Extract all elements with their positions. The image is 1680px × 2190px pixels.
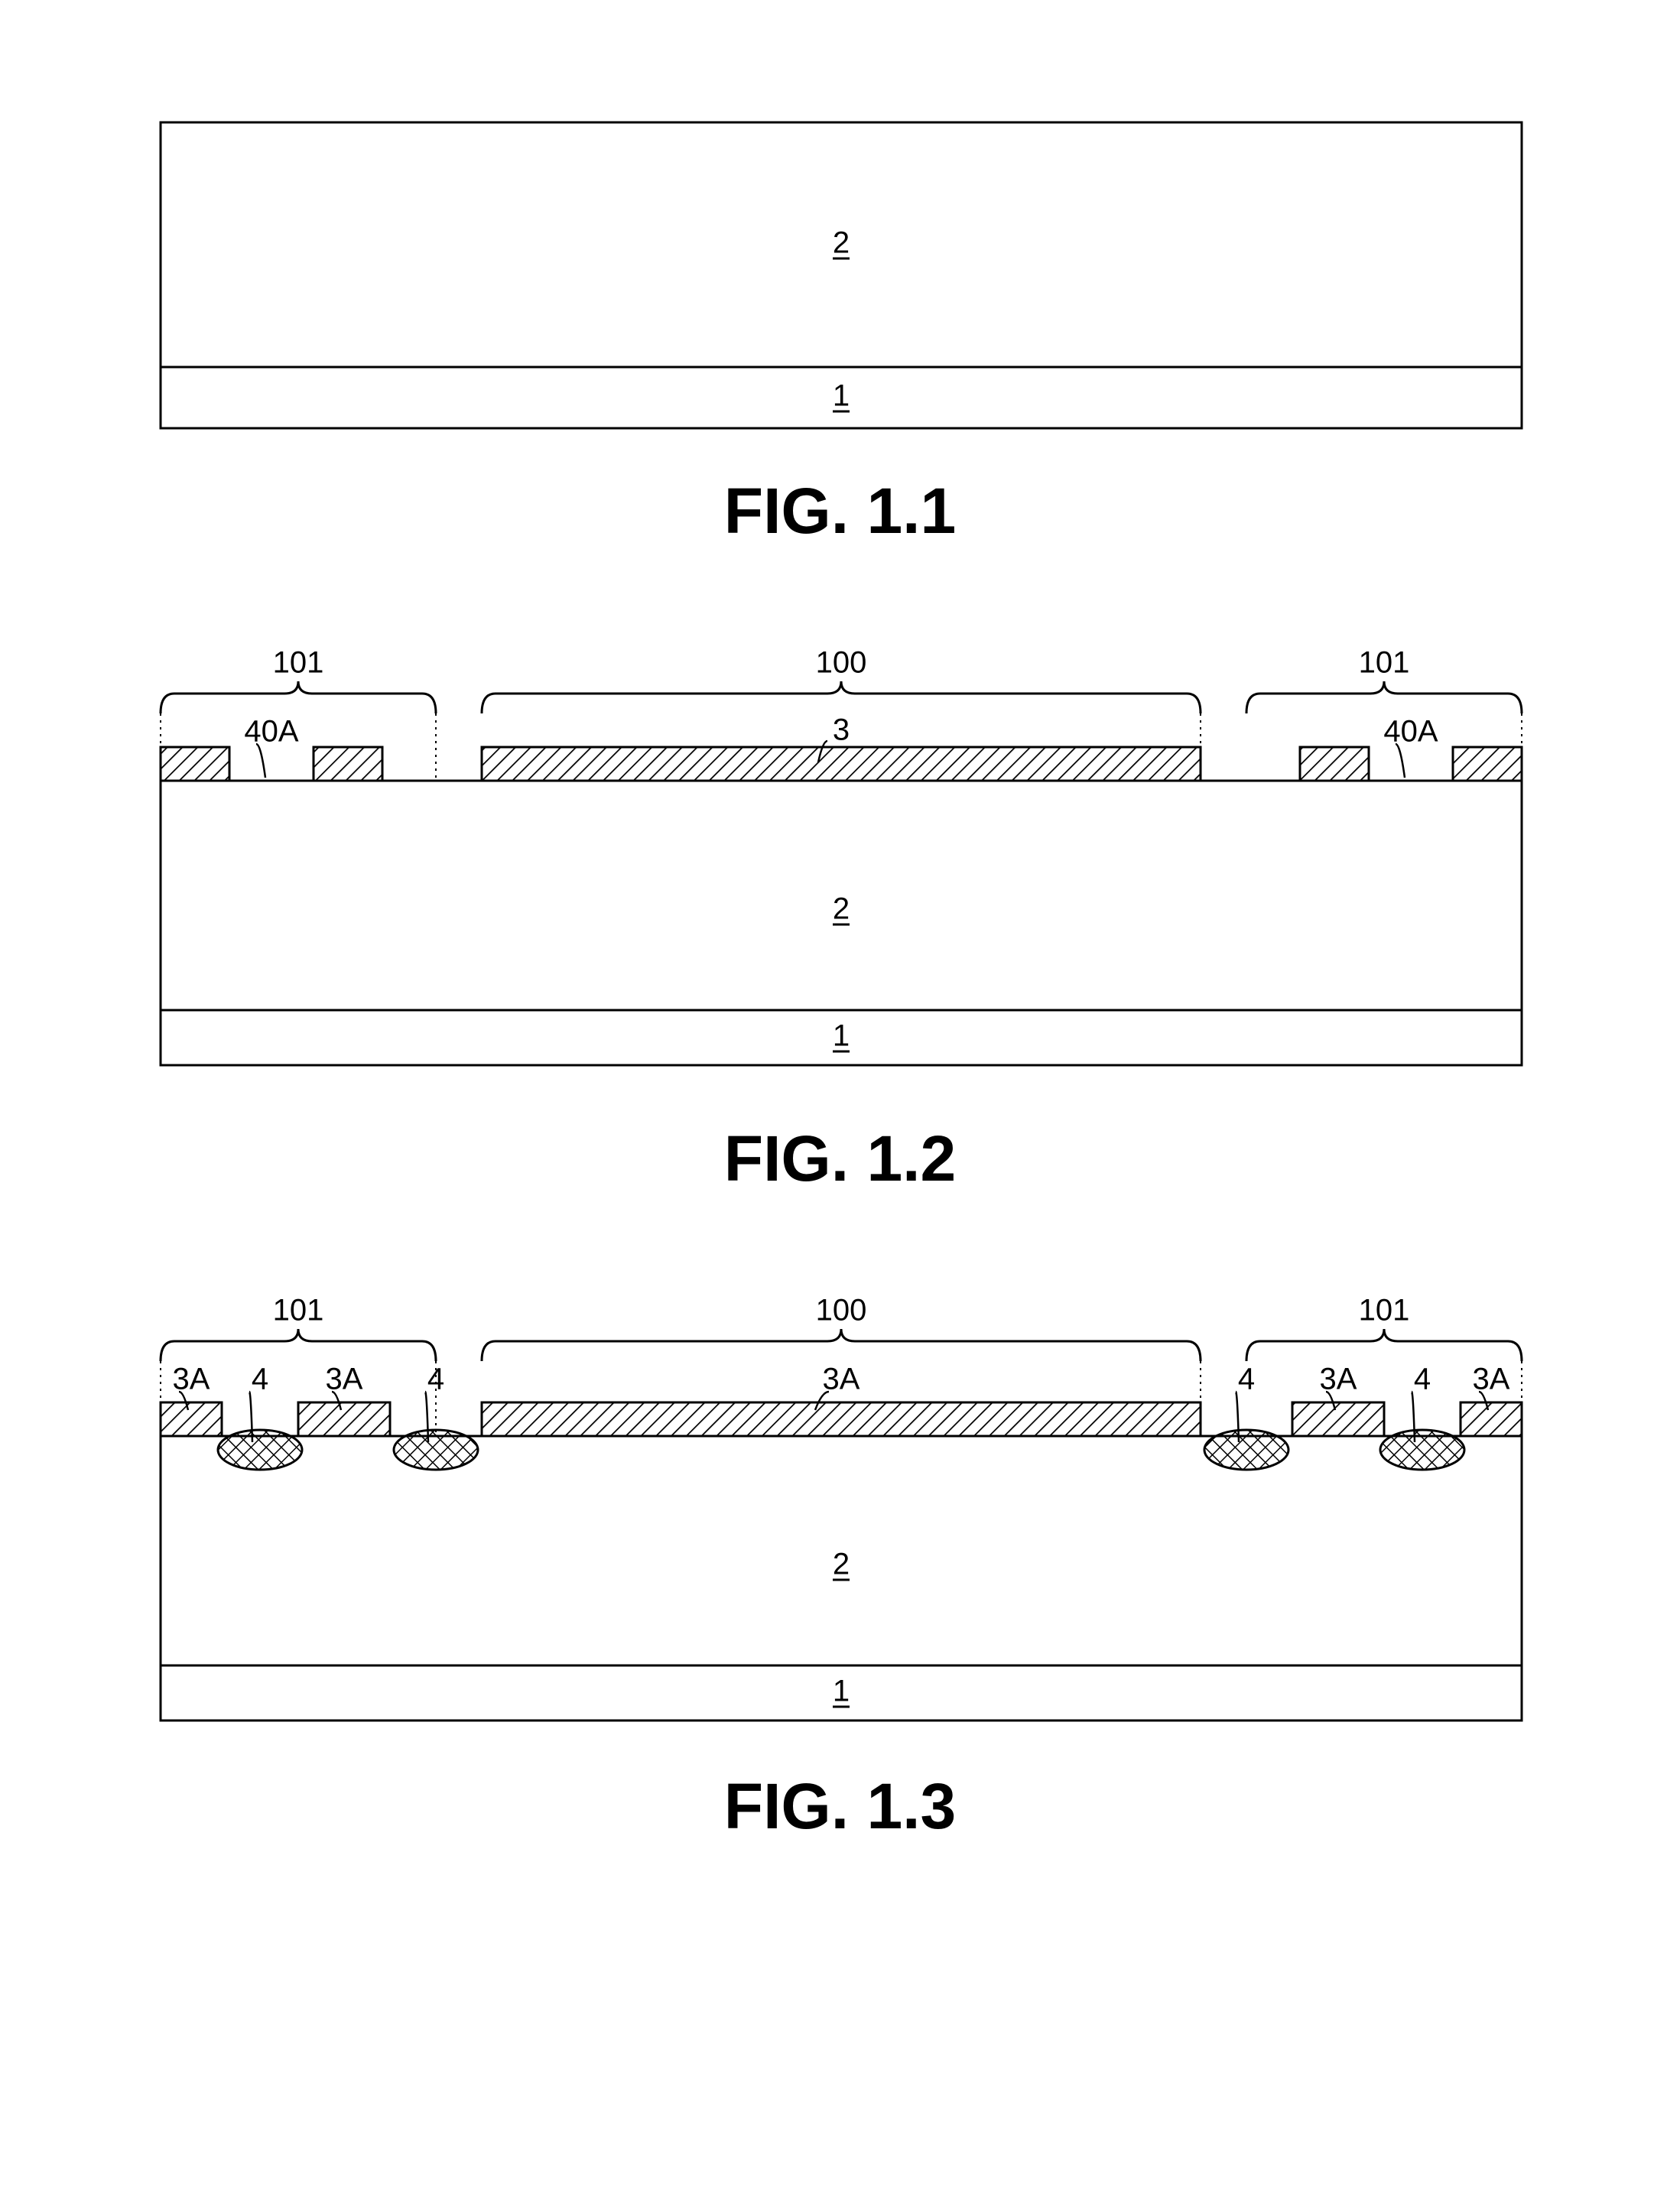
svg-text:4: 4 — [1414, 1363, 1431, 1396]
svg-text:3A: 3A — [1473, 1363, 1510, 1396]
svg-text:2: 2 — [833, 892, 850, 926]
svg-text:1: 1 — [833, 1675, 850, 1708]
spacer — [122, 548, 1558, 625]
svg-text:101: 101 — [273, 646, 324, 680]
fig-1-1-caption: FIG. 1.1 — [122, 474, 1558, 548]
svg-text:40A: 40A — [1383, 715, 1438, 749]
svg-text:101: 101 — [1359, 1294, 1410, 1327]
spacer — [122, 1196, 1558, 1272]
fig-1-3-svg: 101100101213A3A3A3A3A4444 — [122, 1272, 1560, 1762]
svg-text:101: 101 — [1359, 646, 1410, 680]
fig-1-3-caption: FIG. 1.3 — [122, 1769, 1558, 1844]
svg-text:1: 1 — [833, 1019, 850, 1053]
svg-text:4: 4 — [427, 1363, 444, 1396]
svg-text:2: 2 — [833, 1548, 850, 1581]
svg-text:3: 3 — [833, 713, 850, 747]
svg-text:40A: 40A — [244, 715, 298, 749]
svg-text:1: 1 — [833, 379, 850, 413]
fig-1-2-svg: 101 100 101 2 1 3 40A 40A — [122, 625, 1560, 1114]
svg-text:3A: 3A — [1320, 1363, 1357, 1396]
svg-text:4: 4 — [1238, 1363, 1255, 1396]
svg-text:2: 2 — [833, 226, 850, 260]
fig-1-1-svg: 21 — [122, 107, 1560, 466]
svg-text:3A: 3A — [326, 1363, 363, 1396]
page: 21 FIG. 1.1 10110010121340A40A FIG. 1.2 … — [0, 0, 1680, 1935]
svg-text:100: 100 — [816, 1294, 867, 1327]
svg-text:100: 100 — [816, 646, 867, 680]
svg-text:101: 101 — [273, 1294, 324, 1327]
fig-1-2-caption: FIG. 1.2 — [122, 1122, 1558, 1196]
svg-text:3A: 3A — [173, 1363, 210, 1396]
svg-text:4: 4 — [252, 1363, 268, 1396]
